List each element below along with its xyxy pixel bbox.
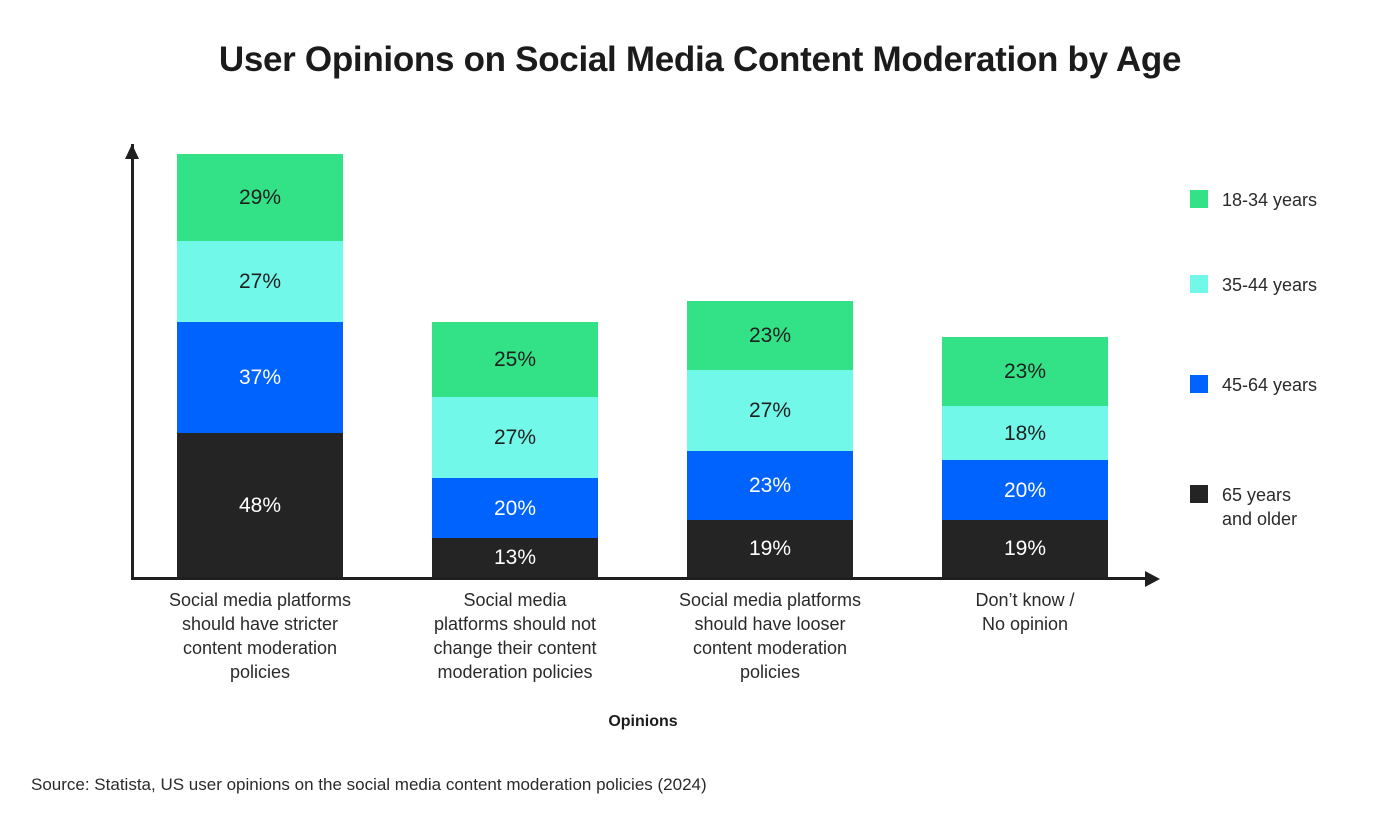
bar-segment[interactable]: 23% (687, 301, 853, 370)
bar-stack: 25% 27% 20% 13% (432, 322, 598, 577)
bar-segment[interactable]: 19% (687, 520, 853, 577)
bar-segment[interactable]: 23% (942, 337, 1108, 406)
bar-segment[interactable]: 20% (432, 478, 598, 538)
x-axis-category-label: Social media platforms should have looser… (678, 590, 862, 682)
x-axis-line (131, 577, 1147, 580)
legend-swatch-icon (1190, 275, 1208, 293)
bar-segment[interactable]: 25% (432, 322, 598, 397)
bar-segment-value-label: 19% (1003, 537, 1047, 560)
bar-segment[interactable]: 23% (687, 451, 853, 520)
bar-segment[interactable]: 20% (942, 460, 1108, 520)
bar-segment[interactable]: 18% (942, 406, 1108, 460)
chart-title: User Opinions on Social Media Content Mo… (218, 40, 1182, 79)
legend-item-label: 65 years and older (1222, 485, 1298, 529)
legend-item[interactable]: 35-44 years (1190, 273, 1317, 297)
legend-swatch-icon (1190, 485, 1208, 503)
bar-segment-value-label: 19% (748, 537, 792, 560)
x-axis-category-label: Social media platforms should have strict… (168, 590, 352, 682)
bar-segment-value-label: 23% (748, 324, 792, 347)
bar-stack: 29% 27% 37% 48% (177, 154, 343, 577)
bar-segment-value-label: 48% (238, 493, 282, 517)
bar-group[interactable]: 23% 27% 23% 19% (687, 301, 853, 577)
bar-segment-value-label: 13% (493, 546, 537, 569)
bar-segment-value-label: 20% (1003, 478, 1047, 502)
x-axis-title: Opinions (608, 713, 678, 730)
legend-swatch-icon (1190, 190, 1208, 208)
bar-segment[interactable]: 27% (687, 370, 853, 451)
bar-segment[interactable]: 37% (177, 322, 343, 433)
legend-item-label: 45-64 years (1222, 375, 1318, 395)
bar-segment[interactable]: 48% (177, 433, 343, 577)
bar-segment-value-label: 25% (493, 348, 537, 371)
bar-segment[interactable]: 13% (432, 538, 598, 577)
bar-segment-value-label: 37% (238, 366, 282, 389)
bar-segment-value-label: 23% (748, 474, 792, 497)
legend-item-label: 18-34 years (1222, 190, 1318, 210)
x-axis-arrow-icon (1145, 570, 1160, 587)
bar-segment[interactable]: 29% (177, 154, 343, 241)
bar-segment[interactable]: 19% (942, 520, 1108, 577)
bar-group[interactable]: 25% 27% 20% 13% (432, 322, 598, 577)
bar-segment[interactable]: 27% (432, 397, 598, 478)
y-axis-line (125, 144, 139, 577)
source-note: Source: Statista, US user opinions on th… (31, 775, 707, 794)
bar-group[interactable]: 29% 27% 37% 48% (177, 154, 343, 577)
legend-item[interactable]: 45-64 years (1190, 373, 1317, 397)
bar-segment-value-label: 23% (1003, 360, 1047, 383)
bar-segment-value-label: 27% (748, 399, 792, 422)
x-axis-category-label: Social media platforms should not change t… (433, 590, 597, 682)
bars-layer: 29% 27% 37% 48% 25% 27% 20% 13% 23% 27% 23% 19% 23% 1… (131, 130, 1161, 580)
bar-stack: 23% 27% 23% 19% (687, 301, 853, 577)
bar-group[interactable]: 23% 18% 20% 19% (942, 337, 1108, 577)
bar-segment-value-label: 27% (238, 270, 282, 293)
legend-item[interactable]: 65 years and older (1190, 483, 1297, 531)
bar-segment-value-label: 29% (238, 186, 282, 209)
bar-segment[interactable]: 27% (177, 241, 343, 322)
bar-segment-value-label: 18% (1003, 421, 1047, 445)
bar-segment-value-label: 20% (493, 496, 537, 520)
legend-swatch-icon (1190, 375, 1208, 393)
legend-item-label: 35-44 years (1222, 275, 1318, 295)
x-axis-category-label: Don’t know / No opinion (975, 590, 1075, 634)
y-axis-arrow-icon (125, 144, 139, 159)
bar-segment-value-label: 27% (493, 426, 537, 449)
bar-stack: 23% 18% 20% 19% (942, 337, 1108, 577)
plot-area: Percentage of users, by age 29%27%37%48%… (125, 130, 1161, 682)
legend-item[interactable]: 18-34 years (1190, 188, 1317, 212)
